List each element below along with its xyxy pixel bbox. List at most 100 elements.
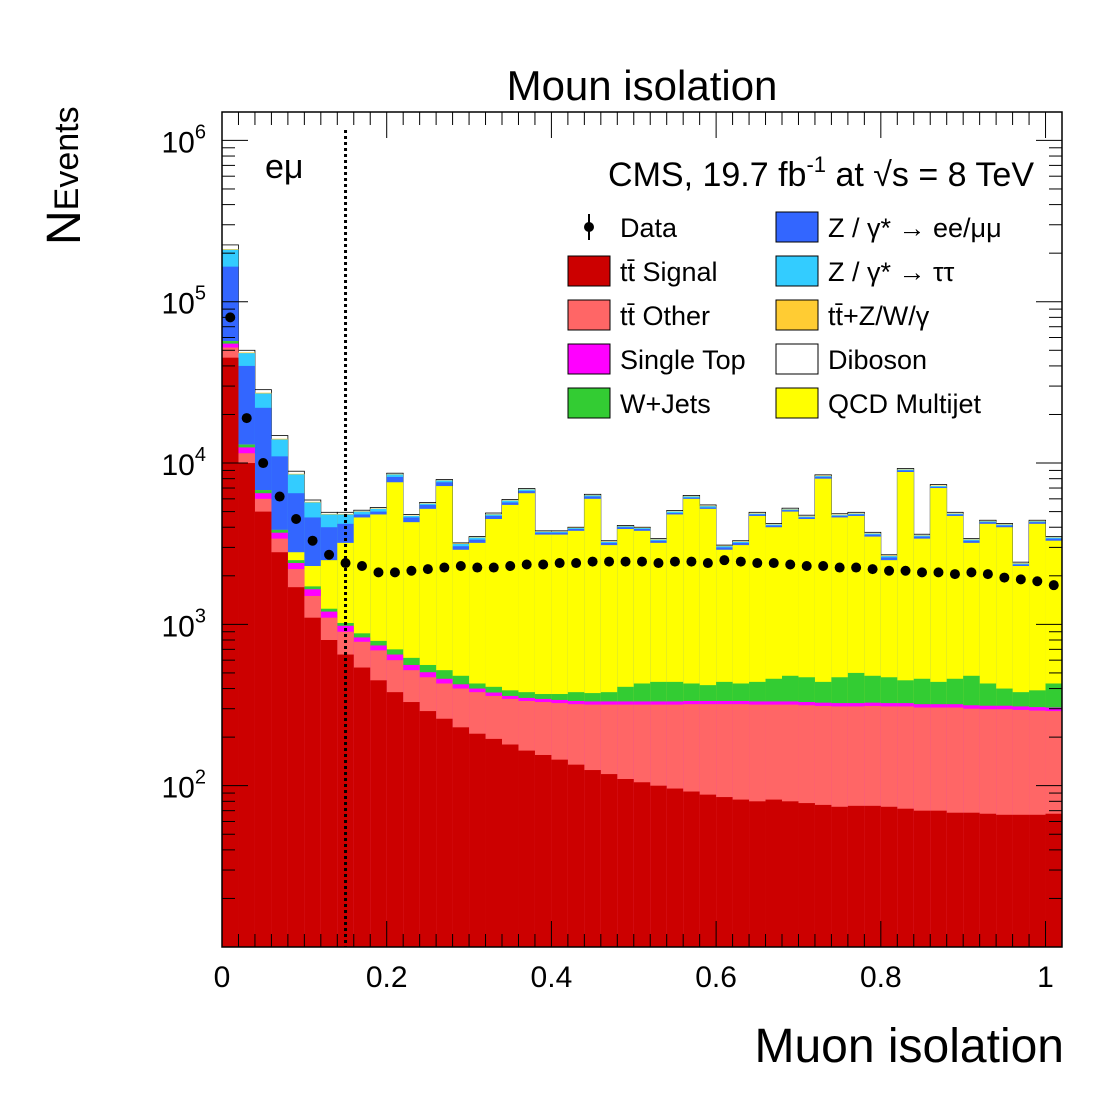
legend-label: Diboson: [828, 345, 927, 375]
data-point: [917, 567, 927, 578]
data-point: [851, 562, 862, 573]
bar-signal: [798, 803, 815, 947]
legend-entry: QCD Multijet: [775, 387, 982, 419]
data-point: [702, 558, 713, 569]
data-point: [785, 559, 796, 570]
legend-swatch: [567, 343, 611, 375]
data-point: [291, 513, 302, 524]
data-point: [538, 559, 549, 570]
data-point: [982, 569, 993, 580]
bar-signal: [782, 801, 799, 947]
cms-label: CMS, 19.7 fb-1 at √s = 8 TeV: [608, 152, 1034, 194]
data-point: [521, 559, 532, 570]
bar-signal: [831, 806, 848, 947]
legend-label: Z / γ* → ττ: [828, 257, 955, 287]
bar-signal: [304, 617, 321, 947]
data-point: [357, 561, 367, 572]
legend-label: tt̄ Signal: [620, 257, 718, 287]
data-point: [587, 556, 598, 567]
bar-signal: [485, 738, 502, 947]
bar-signal: [1029, 814, 1046, 947]
x-tick-label: 0.8: [860, 961, 902, 994]
legend-label: tt̄ Other: [620, 301, 710, 331]
bar-signal: [222, 357, 239, 948]
x-tick-label: 0.6: [695, 961, 737, 994]
data-point: [373, 567, 384, 578]
x-axis-ticks: 0 0.2 0.4 0.6 0.8 1: [214, 112, 1054, 994]
x-tick-label: 0.2: [366, 961, 408, 994]
bar-signal: [469, 733, 486, 947]
legend-swatch: [775, 255, 819, 287]
data-point: [554, 558, 565, 569]
x-axis-label: Muon isolation: [754, 1020, 1064, 1073]
data-point: [768, 558, 779, 569]
bar-signal: [518, 750, 535, 947]
chart-title: Moun isolation: [507, 62, 778, 109]
legend-entry: Single Top: [567, 343, 746, 375]
data-point: [933, 567, 944, 578]
data-point: [686, 556, 697, 567]
bar-signal: [963, 812, 980, 947]
legend-entry: Z / γ* → ττ: [775, 255, 955, 287]
bar-signal: [600, 774, 618, 947]
legend-swatch: [567, 255, 611, 287]
bar-signal: [633, 782, 651, 947]
bar-signal: [287, 587, 305, 947]
bar-signal: [1012, 814, 1030, 947]
y-axis-label: NEvents: [38, 106, 91, 245]
x-tick-label: 0.4: [531, 961, 573, 994]
channel-label: eμ: [265, 148, 304, 186]
bar-signal: [353, 667, 371, 947]
legend-entry: tt̄+Z/W/γ: [775, 299, 930, 331]
bar-signal: [386, 692, 404, 947]
data-point: [1015, 574, 1026, 585]
bar-signal: [502, 744, 519, 947]
data-point: [719, 555, 730, 566]
data-point: [637, 556, 647, 567]
bar-signal: [930, 810, 947, 947]
data-point: [1048, 580, 1059, 591]
data-point: [274, 491, 285, 502]
x-tick-label: 1: [1037, 961, 1054, 994]
bar-signal: [699, 794, 717, 947]
bar-signal: [749, 801, 766, 947]
data-point: [752, 558, 763, 569]
bar-signal: [765, 799, 782, 947]
legend-label: Single Top: [620, 345, 746, 375]
y-axis-label-main: N: [38, 210, 91, 245]
y-tick-label: 102: [162, 767, 207, 805]
bar-signal: [946, 812, 964, 947]
bar-signal: [238, 463, 255, 947]
bar-signal: [913, 810, 931, 947]
bar-signal: [584, 770, 601, 947]
bar-signal: [732, 799, 750, 947]
bar-signal: [337, 654, 354, 947]
data-point: [735, 556, 746, 567]
legend-label: Z / γ* → ee/μμ: [828, 213, 1002, 243]
data-point: [1032, 576, 1043, 587]
bar-signal: [551, 759, 568, 947]
legend-entry: tt̄ Other: [567, 299, 710, 331]
bar-signal: [897, 808, 914, 947]
data-point: [307, 535, 318, 546]
data-point: [604, 556, 615, 567]
bar-signal: [436, 718, 453, 947]
data-point: [900, 565, 911, 576]
data-point: [389, 567, 400, 578]
bar-signal: [864, 805, 881, 947]
y-tick-label: 105: [162, 283, 207, 321]
data-point: [999, 572, 1010, 583]
legend: Data Z / γ* → ee/μμ tt̄ Signal Z / γ* → ττ t…: [567, 211, 1002, 419]
bar-signal: [403, 702, 420, 947]
bar-signal: [650, 785, 667, 947]
data-point: [867, 564, 878, 575]
x-tick-label: 0: [214, 961, 231, 994]
plot-frame: [221, 111, 1063, 948]
data-point: [472, 562, 483, 573]
y-axis-label-sub: Events: [48, 106, 86, 210]
stack-signal: [222, 357, 1062, 948]
y-tick-label: 103: [162, 605, 207, 643]
bar-signal: [271, 552, 288, 947]
legend-entry: Diboson: [775, 343, 927, 375]
